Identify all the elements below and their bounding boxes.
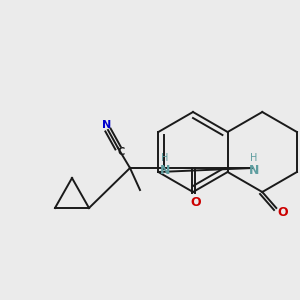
Text: N: N: [249, 164, 259, 176]
Text: O: O: [191, 196, 201, 209]
Text: H: H: [161, 153, 169, 163]
Text: C: C: [117, 147, 124, 157]
Text: N: N: [102, 120, 112, 130]
Text: N: N: [160, 164, 170, 176]
Text: H: H: [250, 153, 258, 163]
Text: O: O: [277, 206, 288, 218]
